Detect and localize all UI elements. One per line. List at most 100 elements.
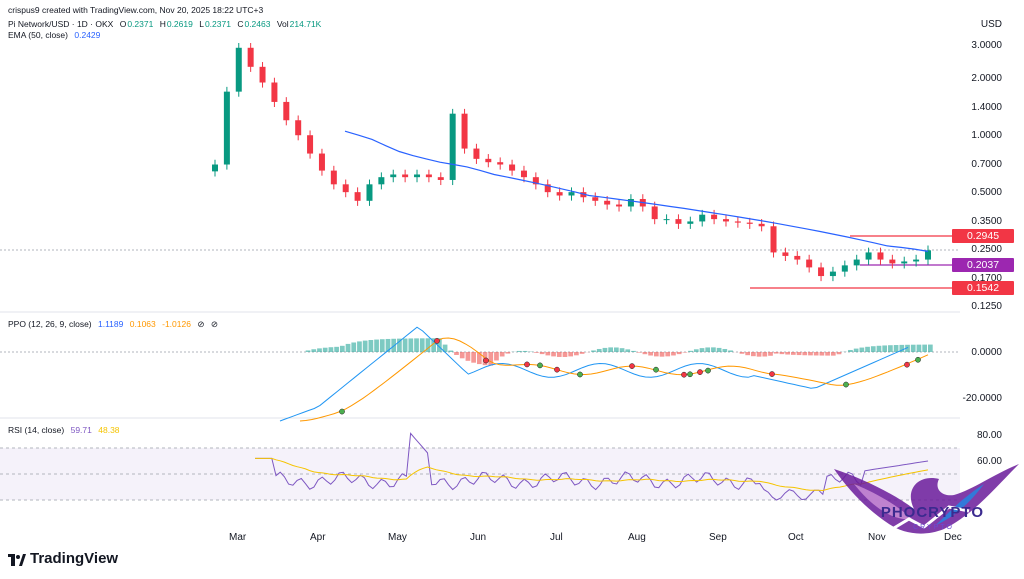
ppo-histogram-bar — [722, 348, 728, 352]
candle-body — [520, 170, 527, 178]
time-label: Mar — [229, 532, 247, 543]
ppo-cross-marker — [653, 366, 659, 373]
created-by-text: crispus9 created with TradingView.com, N… — [8, 5, 264, 15]
time-label: May — [388, 532, 407, 543]
open-label: O — [119, 19, 127, 29]
candle-body — [247, 47, 254, 67]
ppo-histogram-bar — [642, 352, 648, 355]
ppo-histogram-bar — [636, 352, 642, 353]
ppo-value-2: 0.1063 — [129, 319, 156, 329]
ppo-histogram-bar — [379, 339, 385, 352]
close-label: C — [237, 19, 244, 29]
ppo-value-3: -1.0126 — [162, 319, 191, 329]
ppo-cross-marker — [904, 361, 910, 368]
ppo-histogram-bar — [779, 352, 785, 355]
price-tick: 0.1250 — [971, 301, 1002, 312]
ppo-cross-marker — [483, 357, 489, 364]
ppo-histogram-bar — [671, 352, 676, 356]
ppo-histogram-bar — [830, 352, 836, 356]
ppo-histogram-bar — [539, 352, 545, 355]
ppo-histogram-bar — [551, 352, 556, 357]
candle-body — [223, 91, 230, 165]
candlesticks — [212, 42, 931, 282]
ppo-histogram-bar — [516, 350, 522, 352]
close-value: 0.2463 — [244, 19, 271, 29]
ppo-histogram-bar — [499, 352, 505, 357]
price-tick: 1.4000 — [971, 102, 1002, 113]
candle-body — [841, 265, 848, 272]
candle-body — [556, 192, 563, 196]
ppo-label: PPO (12, 26, 9, close) — [8, 319, 92, 329]
watermark-text: PHOCRYPTO — [880, 504, 984, 521]
ppo-legend: PPO (12, 26, 9, close) 1.1189 0.1063 -1.… — [8, 319, 222, 330]
ppo-line — [279, 326, 909, 422]
ppo-histogram-bar — [419, 338, 425, 352]
ppo-histogram-bar — [853, 348, 859, 352]
time-label: Jul — [550, 532, 563, 543]
ppo-histogram-bar — [488, 352, 494, 366]
ppo-histogram-bar — [385, 338, 391, 352]
ppo-histogram-bar — [374, 339, 379, 352]
ppo-cross-marker — [577, 371, 583, 378]
candle-body — [770, 226, 777, 253]
ppo-histogram-bar — [916, 344, 922, 352]
price-tick: 1.0000 — [971, 130, 1002, 141]
ppo-histogram-bar — [431, 338, 437, 352]
ppo-histogram-bar — [665, 352, 671, 357]
ppo-histogram-bar — [751, 352, 756, 357]
price-tick: 0.7000 — [971, 159, 1002, 170]
ppo-histogram-bar — [339, 345, 345, 352]
currency-label: USD — [980, 19, 1002, 30]
candle-body — [532, 177, 539, 185]
candle-body — [711, 214, 718, 220]
candle-body — [877, 252, 884, 260]
chart-canvas[interactable] — [0, 0, 960, 540]
candle-body — [913, 259, 920, 262]
candle-body — [663, 219, 670, 221]
ppo-histogram-bar — [773, 352, 779, 354]
price-tick: 0.1700 — [971, 273, 1002, 284]
candle-body — [544, 184, 551, 193]
ppo-histogram-bar — [591, 350, 596, 352]
candle-body — [485, 158, 492, 163]
candle-body — [865, 252, 872, 260]
ppo-histogram-bar — [534, 352, 539, 353]
price-tick: 2.0000 — [971, 73, 1002, 84]
candle-body — [235, 47, 242, 92]
tradingview-logo[interactable]: TradingView — [8, 550, 118, 567]
candle-body — [378, 177, 385, 185]
price-tag-support: 0.1542 — [952, 281, 1014, 295]
candle-body — [734, 221, 741, 223]
ppo-cross-marker — [769, 371, 775, 377]
ppo-histogram-bar — [870, 346, 876, 352]
rsi-ma-value: 48.38 — [98, 425, 120, 435]
candle-body — [699, 214, 706, 222]
candle-body — [627, 198, 634, 207]
ppo-histogram-bar — [688, 350, 693, 352]
visibility-icon[interactable]: ⊘ — [197, 319, 205, 329]
ppo-histogram-bar — [465, 352, 471, 361]
ppo-histogram-bar — [305, 350, 311, 352]
ppo-histogram-bar — [322, 347, 328, 352]
ppo-histogram-bar — [705, 347, 711, 352]
ppo-histogram-bar — [768, 352, 773, 356]
ppo-histogram-bar — [865, 346, 870, 352]
ppo-value-1: 1.1189 — [98, 319, 124, 329]
ppo-histogram-bar — [402, 338, 408, 352]
price-legend: Pi Network/USD · 1D · OKX O0.2371 H0.261… — [8, 19, 325, 29]
candle-body — [461, 113, 468, 149]
ppo-histogram-bar — [351, 342, 357, 352]
ppo-histogram-bar — [762, 352, 768, 357]
ppo-signal-line — [299, 337, 929, 422]
ppo-histogram-bar — [836, 352, 842, 355]
ppo-cross-marker — [524, 361, 530, 368]
ppo-histogram-bar — [648, 352, 653, 356]
candle-body — [794, 255, 801, 260]
ppo-histogram-bar — [813, 352, 819, 356]
candle-body — [342, 184, 349, 193]
settings-icon[interactable]: ⊘ — [210, 319, 218, 329]
candle-body — [318, 153, 325, 171]
candle-body — [212, 164, 218, 172]
ppo-cross-markers — [339, 338, 921, 415]
volume-label: Vol — [276, 19, 289, 29]
